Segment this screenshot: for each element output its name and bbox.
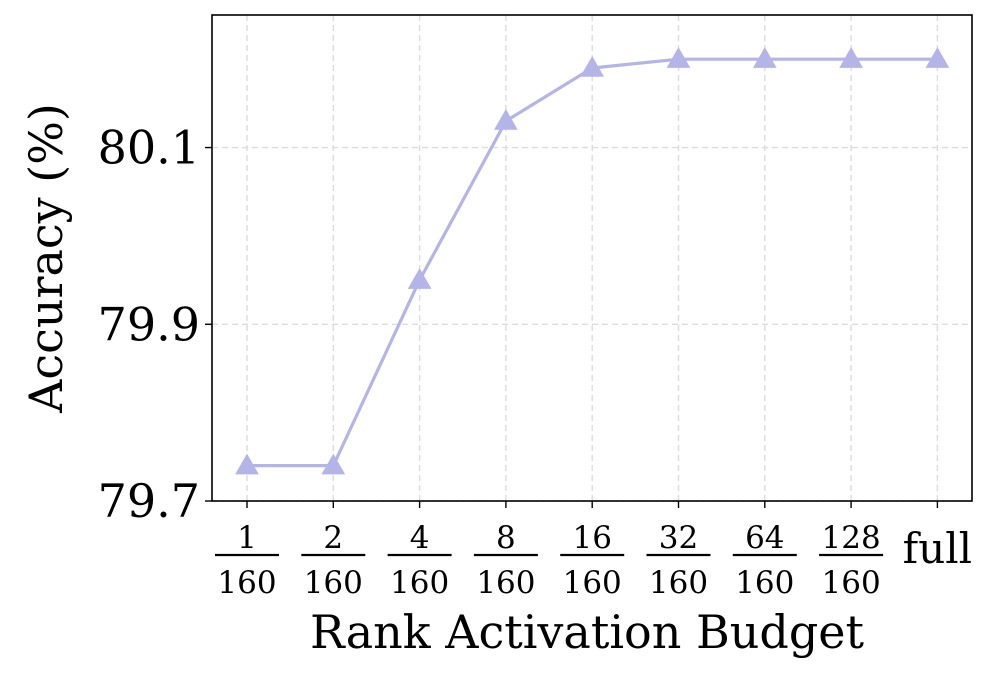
series-point-marker [580, 56, 605, 77]
y-tick-label: 79.7 [98, 474, 200, 528]
x-tick-numerator: 128 [822, 520, 881, 556]
x-tick-numerator: 4 [410, 520, 430, 556]
x-tick-numerator: 1 [237, 520, 257, 556]
x-tick-numerator: 8 [496, 520, 516, 556]
series-point-marker [321, 453, 346, 475]
y-tick-label: 79.9 [98, 297, 200, 351]
series-point-marker [752, 47, 777, 68]
x-tick-denominator: 160 [563, 565, 622, 601]
x-tick-numerator: 32 [659, 520, 698, 556]
x-tick-numerator: 2 [323, 520, 343, 556]
x-tick-numerator: 16 [572, 520, 611, 556]
series-point-marker [235, 453, 259, 475]
x-tick-numerator: 64 [745, 520, 784, 556]
y-tick-label: 80.1 [98, 121, 200, 175]
y-axis-ticks: 79.7 79.9 80.1 [98, 121, 212, 528]
x-tick-denominator: 160 [390, 565, 449, 601]
x-tick-denominator: 160 [649, 565, 708, 601]
x-axis-ticks: 1160216041608160161603216064160128160ful… [215, 501, 972, 601]
x-axis-label: Rank Activation Budget [310, 605, 865, 659]
x-tick-denominator: 160 [476, 565, 535, 601]
y-axis-label: Accuracy (%) [19, 103, 73, 414]
x-tick-denominator: 160 [217, 565, 276, 601]
series-point-marker [407, 268, 432, 289]
x-tick-label: full [903, 524, 972, 573]
x-tick-denominator: 160 [822, 565, 881, 601]
grid-lines [212, 15, 972, 502]
series-point-marker [666, 47, 691, 68]
series-point-marker [494, 109, 518, 130]
series-point-marker [925, 47, 950, 68]
x-tick-denominator: 160 [735, 565, 794, 601]
series-layer [235, 47, 950, 475]
x-tick-denominator: 160 [304, 565, 363, 601]
series-point-marker [839, 47, 863, 68]
